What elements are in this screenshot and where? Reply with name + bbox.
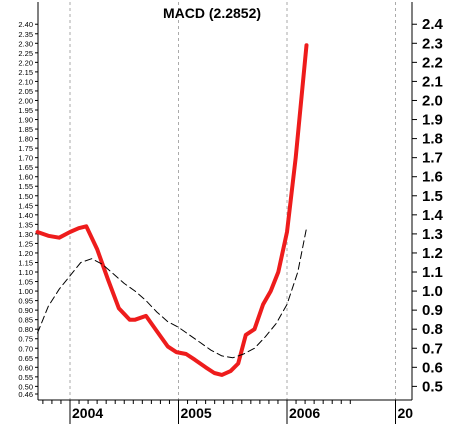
signal-line [37, 227, 307, 359]
right-tick-label: 0.8 [422, 321, 443, 338]
left-tick-label: 1.00 [18, 287, 33, 296]
left-tick-label: 1.50 [18, 192, 33, 201]
left-tick-label: 2.00 [18, 96, 33, 105]
left-tick-label: 0.60 [18, 363, 33, 372]
axes: 0.460.500.550.600.650.700.750.800.850.90… [18, 2, 444, 424]
left-tick-label: 0.70 [18, 344, 33, 353]
left-tick-label: 1.80 [18, 135, 33, 144]
left-tick-label: 1.45 [18, 201, 33, 210]
left-tick-label: 0.75 [18, 335, 33, 344]
left-tick-label: 2.30 [18, 39, 33, 48]
right-tick-label: 1.2 [422, 245, 443, 262]
left-tick-label: 1.25 [18, 239, 33, 248]
right-tick-label: 1.1 [422, 264, 443, 281]
left-tick-label: 1.85 [18, 125, 33, 134]
left-tick-label: 0.65 [18, 354, 33, 363]
series [35, 43, 309, 377]
left-tick-label: 0.80 [18, 325, 33, 334]
left-tick-label: 1.90 [18, 116, 33, 125]
right-tick-label: 1.8 [422, 131, 443, 148]
right-tick-label: 2.1 [422, 73, 443, 90]
macd-line [35, 43, 309, 377]
left-tick-label: 1.30 [18, 230, 33, 239]
right-tick-label: 1.3 [422, 226, 443, 243]
left-tick-label: 0.46 [18, 390, 33, 399]
left-tick-label: 1.70 [18, 154, 33, 163]
left-tick-label: 1.05 [18, 278, 33, 287]
left-tick-label: 2.25 [18, 49, 33, 58]
left-tick-label: 1.40 [18, 211, 33, 220]
right-tick-label: 2.4 [422, 16, 444, 33]
left-tick-label: 2.20 [18, 58, 33, 67]
left-tick-label: 1.35 [18, 220, 33, 229]
right-tick-label: 1.6 [422, 169, 443, 186]
x-tick-label: 2006 [289, 405, 320, 421]
x-tick-label: 2004 [72, 405, 103, 421]
left-tick-label: 0.55 [18, 373, 33, 382]
left-tick-label: 1.10 [18, 268, 33, 277]
left-tick-label: 0.95 [18, 297, 33, 306]
left-tick-label: 1.65 [18, 163, 33, 172]
x-tick-label: 20 [398, 405, 414, 421]
left-tick-label: 2.10 [18, 77, 33, 86]
right-tick-label: 2.2 [422, 54, 443, 71]
left-tick-label: 1.20 [18, 249, 33, 258]
right-tick-label: 1.4 [422, 207, 444, 224]
left-tick-label: 0.85 [18, 316, 33, 325]
right-tick-label: 0.6 [422, 359, 443, 376]
right-tick-label: 0.9 [422, 302, 443, 319]
left-tick-label: 2.15 [18, 68, 33, 77]
right-tick-label: 1.9 [422, 112, 443, 129]
left-tick-label: 1.15 [18, 258, 33, 267]
gridlines [69, 2, 396, 400]
left-tick-label: 1.95 [18, 106, 33, 115]
left-tick-label: 1.75 [18, 144, 33, 153]
chart-title: MACD (2.2852) [163, 5, 261, 21]
right-tick-label: 1.0 [422, 283, 443, 300]
right-tick-label: 0.5 [422, 378, 443, 395]
left-tick-label: 2.05 [18, 87, 33, 96]
left-tick-label: 2.40 [18, 20, 33, 29]
right-tick-label: 0.7 [422, 340, 443, 357]
right-tick-label: 2.0 [422, 92, 443, 109]
left-tick-label: 0.50 [18, 382, 33, 391]
right-tick-label: 1.5 [422, 188, 443, 205]
left-tick-label: 0.90 [18, 306, 33, 315]
x-tick-label: 2005 [181, 405, 212, 421]
left-tick-label: 1.60 [18, 173, 33, 182]
right-tick-label: 2.3 [422, 35, 443, 52]
right-tick-label: 1.7 [422, 150, 443, 167]
left-tick-label: 2.35 [18, 30, 33, 39]
left-tick-label: 1.55 [18, 182, 33, 191]
